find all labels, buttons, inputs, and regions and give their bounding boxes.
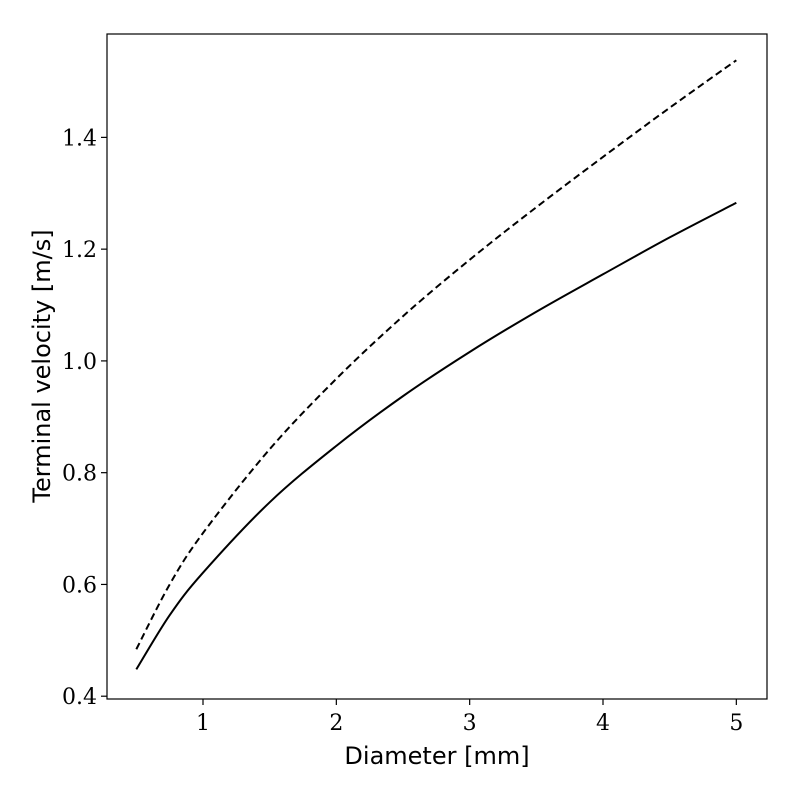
x-axis-ticks: 1 2 3 4 5 <box>196 699 743 736</box>
x-tick-label: 3 <box>463 711 477 736</box>
y-tick-label: 0.8 <box>62 462 97 487</box>
y-tick-label: 0.4 <box>62 685 97 710</box>
y-axis-ticks: 0.4 0.6 0.8 1.0 1.2 1.4 <box>62 126 107 710</box>
y-tick-label: 1.4 <box>62 126 97 151</box>
x-tick-label: 2 <box>329 711 343 736</box>
y-axis-label: Terminal velocity [m/s] <box>28 229 56 503</box>
x-tick-label: 1 <box>196 711 210 736</box>
solid-series-line <box>135 201 737 670</box>
x-tick-label: 4 <box>596 711 610 736</box>
x-tick-label: 5 <box>729 711 743 736</box>
y-tick-label: 1.0 <box>62 350 97 375</box>
dashed-series-line <box>135 59 737 650</box>
y-tick-label: 1.2 <box>62 238 97 263</box>
plot-area-frame <box>106 33 768 700</box>
y-tick-label: 0.6 <box>62 573 97 598</box>
x-axis-label: Diameter [mm] <box>344 742 529 770</box>
series-layer <box>135 59 737 670</box>
